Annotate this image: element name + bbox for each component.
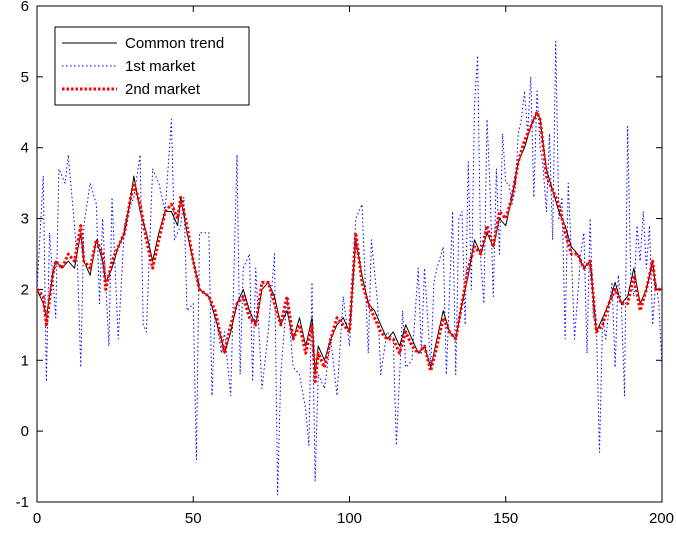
- y-tick-label: -1: [16, 494, 29, 511]
- x-tick-label: 200: [649, 510, 674, 527]
- y-tick-label: 6: [21, 0, 29, 15]
- y-tick-label: 0: [21, 423, 29, 440]
- x-tick-label: 0: [33, 510, 41, 527]
- x-tick-label: 50: [185, 510, 202, 527]
- series-line-2: [37, 40, 662, 496]
- x-tick-label: 100: [337, 510, 362, 527]
- y-tick-label: 1: [21, 352, 29, 369]
- y-tick-label: 5: [21, 69, 29, 86]
- legend-label-2: 1st market: [125, 58, 196, 75]
- series-lines: [37, 40, 662, 496]
- y-tick-label: 2: [21, 281, 29, 298]
- y-tick-label: 3: [21, 211, 29, 228]
- legend-label-1: Common trend: [125, 35, 224, 52]
- legend: Common trend 1st market 2nd market: [54, 26, 250, 106]
- y-tick-label: 4: [21, 140, 29, 157]
- x-tick-label: 150: [493, 510, 518, 527]
- legend-label-3: 2nd market: [125, 81, 201, 98]
- series-line-3: [37, 110, 662, 384]
